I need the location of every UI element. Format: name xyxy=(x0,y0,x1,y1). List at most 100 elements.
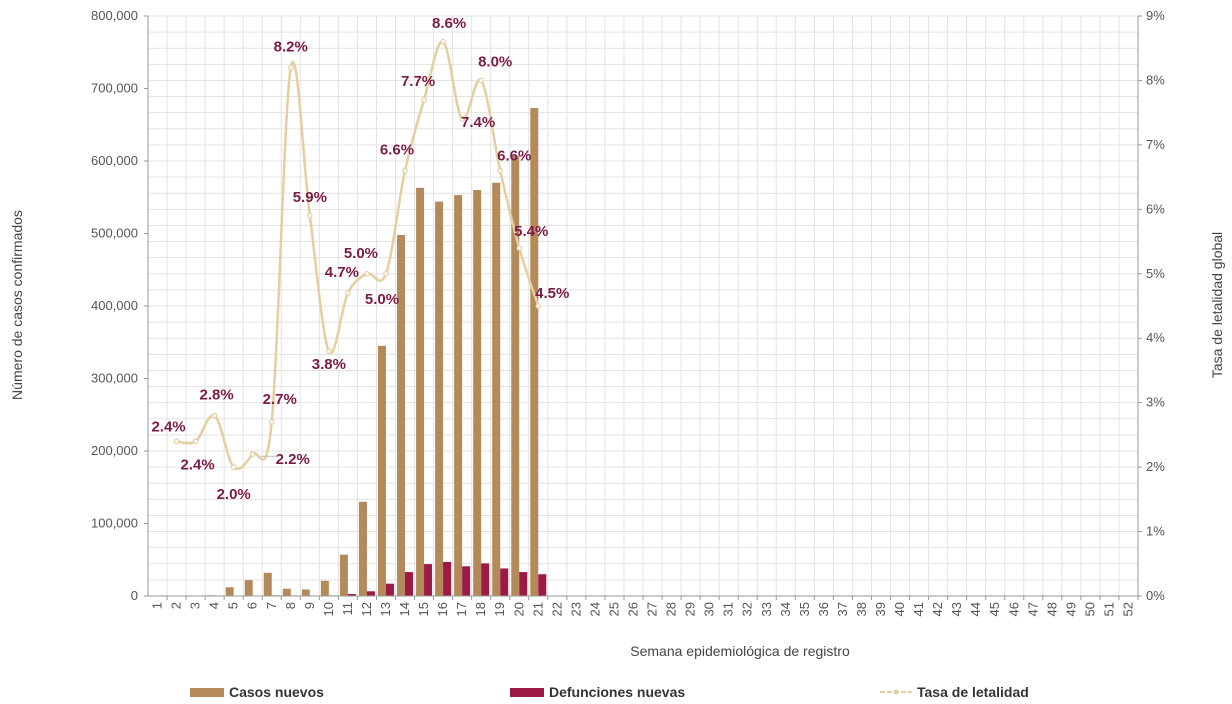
x-tick-label: 33 xyxy=(759,602,774,616)
line-point xyxy=(173,438,180,445)
y-tick-label: 600,000 xyxy=(91,153,138,168)
line-point xyxy=(211,412,218,419)
x-tick-label: 22 xyxy=(549,602,564,616)
x-tick-label: 16 xyxy=(435,602,450,616)
bar-casos xyxy=(377,345,386,596)
x-tick-label: 31 xyxy=(721,602,736,616)
line-point xyxy=(326,348,332,354)
bar-casos xyxy=(492,182,501,596)
y2-tick-label: 7% xyxy=(1146,137,1165,152)
x-tick-label: 40 xyxy=(892,602,907,616)
y2-tick-label: 4% xyxy=(1146,330,1165,345)
data-label: 5.0% xyxy=(365,291,399,308)
x-tick-label: 29 xyxy=(683,602,698,616)
x-tick-label: 25 xyxy=(606,602,621,616)
y2-tick-label: 0% xyxy=(1146,588,1165,603)
x-tick-label: 17 xyxy=(454,602,469,616)
y-tick-label: 700,000 xyxy=(91,81,138,96)
legend-swatch-casos xyxy=(190,688,224,697)
legend-swatch-defunciones xyxy=(510,688,544,697)
y2-tick-label: 2% xyxy=(1146,459,1165,474)
x-axis-title: Semana epidemiológica de registro xyxy=(630,643,850,659)
data-label: 2.4% xyxy=(180,456,214,473)
data-label: 5.4% xyxy=(514,223,548,240)
bar-casos xyxy=(511,155,520,597)
bar-defunciones xyxy=(424,564,433,596)
bar-casos xyxy=(416,187,425,596)
axes: 0 100,000 200,000 300,000 400,000 500,000 600,… xyxy=(91,8,1165,616)
x-tick-label: 52 xyxy=(1120,602,1135,616)
line-layer xyxy=(173,38,542,471)
bar-casos xyxy=(454,195,463,596)
data-label: 5.0% xyxy=(344,245,378,262)
data-label: 6.6% xyxy=(497,148,531,165)
x-tick-label: 1 xyxy=(150,602,165,609)
series-line-tasa xyxy=(176,40,540,471)
bar-casos xyxy=(473,190,482,596)
x-tick-label: 10 xyxy=(321,602,336,616)
x-tick-label: 21 xyxy=(530,602,545,616)
data-label: 8.6% xyxy=(432,15,466,32)
bar-layer xyxy=(206,108,547,597)
x-tick-label: 9 xyxy=(302,602,317,609)
data-label: 5.9% xyxy=(293,189,327,206)
y-tick-label: 500,000 xyxy=(91,226,138,241)
line-point xyxy=(383,270,389,277)
bar-defunciones xyxy=(519,572,528,596)
legend-label-casos: Casos nuevos xyxy=(229,684,324,700)
x-tick-label: 6 xyxy=(245,602,260,609)
bar-casos xyxy=(339,554,348,596)
bar-casos xyxy=(530,108,539,596)
x-tick-label: 11 xyxy=(340,602,355,616)
legend-label-defunciones: Defunciones nuevas xyxy=(549,684,685,700)
x-tick-label: 44 xyxy=(968,602,983,616)
bar-defunciones xyxy=(462,566,471,596)
x-tick-label: 37 xyxy=(835,602,850,616)
line-point xyxy=(345,290,351,296)
bar-defunciones xyxy=(366,591,375,596)
bar-defunciones xyxy=(347,594,356,596)
x-tick-label: 30 xyxy=(702,602,717,616)
line-point xyxy=(249,451,256,458)
y2-tick-label: 6% xyxy=(1146,201,1165,216)
bar-defunciones xyxy=(385,583,394,596)
bar-casos xyxy=(435,201,444,596)
y2-tick-label: 8% xyxy=(1146,72,1165,87)
data-labels: 2.4% 2.4% 2.8% 2.0% 2.2% 2.7% 8.2% 5.9% 3.8% 4.7%… xyxy=(151,15,569,503)
legend-marker-tasa xyxy=(893,689,899,695)
bar-casos xyxy=(301,589,310,596)
bar-defunciones xyxy=(538,574,547,596)
bar-casos xyxy=(397,234,406,596)
bar-casos xyxy=(320,580,329,596)
bar-defunciones xyxy=(481,563,490,596)
y-tick-label: 200,000 xyxy=(91,443,138,458)
y-tick-label: 400,000 xyxy=(91,298,138,313)
legend-label-tasa: Tasa de letalidad xyxy=(917,684,1029,700)
x-tick-label: 3 xyxy=(188,602,203,609)
data-label: 2.0% xyxy=(217,486,251,503)
data-label: 4.7% xyxy=(325,264,359,281)
x-tick-label: 47 xyxy=(1025,602,1040,616)
bar-casos xyxy=(225,587,234,596)
x-tick-label: 42 xyxy=(930,602,945,616)
x-tick-label: 32 xyxy=(740,602,755,616)
x-tick-label: 48 xyxy=(1044,602,1059,616)
x-tick-label: 49 xyxy=(1063,602,1078,616)
data-label: 8.2% xyxy=(274,39,308,56)
x-tick-label: 50 xyxy=(1082,602,1097,616)
bar-defunciones xyxy=(500,568,509,596)
line-point xyxy=(364,270,370,277)
line-point xyxy=(421,96,427,103)
y-axis-title: Número de casos confirmados xyxy=(9,210,25,400)
data-label: 7.4% xyxy=(461,114,495,131)
x-tick-label: 35 xyxy=(797,602,812,616)
y2-tick-label: 3% xyxy=(1146,395,1165,410)
bar-defunciones xyxy=(443,561,452,596)
y2-tick-label: 1% xyxy=(1146,524,1165,539)
data-label: 2.4% xyxy=(151,418,185,435)
x-tick-label: 46 xyxy=(1006,602,1021,616)
y2-tick-label: 5% xyxy=(1146,266,1165,281)
data-label: 8.0% xyxy=(478,53,512,70)
line-point xyxy=(478,77,484,84)
bar-defunciones xyxy=(405,572,414,596)
